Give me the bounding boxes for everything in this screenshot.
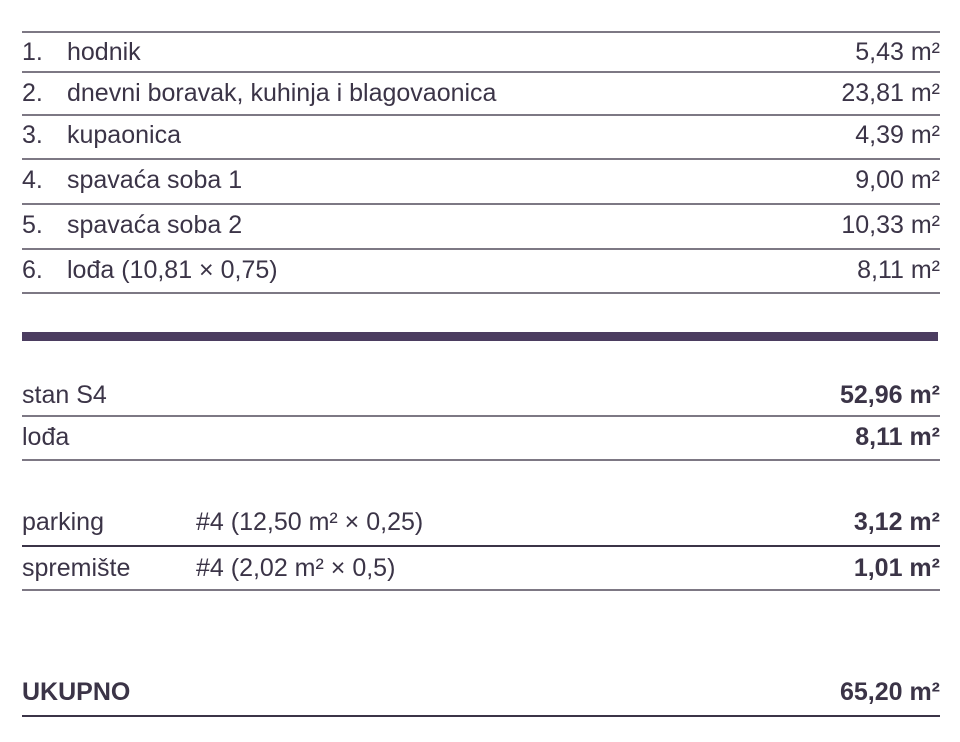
room-area: 9,00 m²	[855, 166, 940, 194]
extra-detail: #4 (2,02 m² × 0,5)	[196, 554, 396, 582]
extra-label: spremište	[22, 554, 131, 582]
room-name: spavaća soba 2	[67, 211, 243, 239]
room-number: 4.	[22, 166, 43, 194]
extra-area: 3,12 m²	[853, 508, 940, 536]
room-area: 23,81 m²	[841, 79, 940, 107]
room-area: 8,11 m²	[857, 256, 940, 284]
room-name: kupaonica	[67, 121, 181, 149]
room-number: 5.	[22, 211, 43, 239]
room-area: 4,39 m²	[855, 121, 940, 149]
divider	[22, 71, 940, 73]
room-number: 3.	[22, 121, 43, 149]
divider	[22, 459, 940, 461]
room-name: dnevni boravak, kuhinja i blagovaonica	[67, 79, 497, 107]
divider	[22, 545, 940, 547]
divider	[22, 158, 940, 160]
summary-label: lođa	[22, 423, 70, 451]
room-number: 6.	[22, 256, 43, 284]
room-area: 5,43 m²	[855, 38, 940, 66]
total-label: UKUPNO	[22, 678, 131, 706]
summary-area: 8,11 m²	[855, 423, 940, 451]
divider	[22, 589, 940, 591]
extra-area: 1,01 m²	[853, 554, 940, 582]
room-number: 1.	[22, 38, 43, 66]
room-name: hodnik	[67, 38, 141, 66]
room-name: spavaća soba 1	[67, 166, 243, 194]
room-area: 10,33 m²	[841, 211, 940, 239]
extra-detail: #4 (12,50 m² × 0,25)	[196, 508, 424, 536]
total-area: 65,20 m²	[839, 678, 940, 706]
section-divider-bar	[22, 332, 938, 341]
divider	[22, 715, 940, 717]
divider	[22, 203, 940, 205]
summary-area: 52,96 m²	[839, 381, 940, 409]
divider	[22, 31, 940, 33]
summary-label: stan S4	[22, 381, 107, 409]
divider	[22, 292, 940, 294]
divider	[22, 114, 940, 116]
extra-label: parking	[22, 508, 104, 536]
divider	[22, 415, 940, 417]
divider	[22, 248, 940, 250]
room-name: lođa (10,81 × 0,75)	[67, 256, 278, 284]
room-number: 2.	[22, 79, 43, 107]
